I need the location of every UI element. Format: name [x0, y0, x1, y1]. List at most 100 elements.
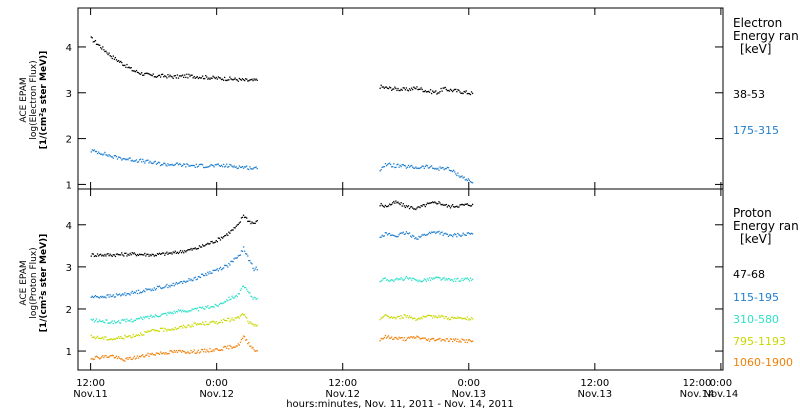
data-point [254, 297, 256, 299]
data-point [466, 203, 468, 205]
data-point [129, 67, 131, 69]
data-point [147, 315, 149, 317]
data-point [222, 318, 225, 321]
data-point [116, 253, 119, 255]
data-point [445, 88, 447, 91]
data-point [467, 204, 470, 206]
data-point [256, 297, 258, 300]
data-point [235, 317, 237, 320]
data-point [95, 295, 98, 298]
data-point [242, 167, 245, 169]
data-point [121, 337, 123, 339]
data-point [193, 308, 195, 310]
data-point [443, 317, 445, 320]
data-point [441, 314, 443, 317]
data-point [385, 279, 388, 281]
data-point [207, 305, 209, 307]
data-point [206, 274, 208, 276]
data-point [419, 88, 421, 91]
data-point [400, 232, 402, 234]
data-point [428, 202, 431, 204]
data-point [183, 76, 185, 79]
data-point [420, 281, 422, 283]
data-point [239, 78, 242, 81]
data-point [462, 279, 464, 282]
data-point [237, 343, 239, 345]
data-point [99, 152, 101, 155]
data-point [394, 279, 396, 281]
data-point [232, 296, 234, 299]
data-point [453, 234, 455, 236]
data-point [241, 337, 244, 340]
data-point [149, 353, 151, 355]
y-tick-label: 2 [66, 305, 72, 316]
data-point [416, 238, 418, 240]
data-point [447, 235, 450, 238]
data-point [448, 340, 451, 342]
data-point [380, 168, 382, 171]
series-175-315 [90, 149, 474, 184]
series-1060-1900 [90, 334, 474, 362]
data-point [192, 164, 194, 167]
data-point [448, 234, 451, 236]
data-point [209, 243, 211, 245]
data-point [106, 154, 108, 156]
data-point [169, 329, 171, 331]
data-point [196, 166, 199, 168]
data-point [125, 66, 127, 69]
data-point [426, 91, 429, 93]
data-point [205, 351, 207, 353]
data-point [412, 166, 414, 168]
data-point [143, 254, 145, 256]
data-point [183, 310, 185, 313]
data-point [170, 312, 172, 314]
data-point [171, 328, 173, 330]
data-point [172, 351, 174, 354]
data-point [440, 87, 442, 90]
data-point [470, 205, 473, 207]
data-point [393, 234, 395, 237]
data-point [135, 334, 138, 336]
data-point [226, 299, 228, 301]
data-point [413, 336, 415, 338]
data-point [255, 266, 257, 268]
data-point [99, 358, 101, 360]
data-point [456, 340, 458, 343]
data-point [409, 206, 412, 208]
data-point [437, 231, 439, 233]
data-point [250, 295, 252, 297]
data-point [379, 170, 381, 172]
data-point [224, 345, 226, 348]
data-point [210, 77, 212, 79]
data-point [239, 341, 242, 343]
data-point [464, 234, 466, 236]
data-point [216, 78, 218, 80]
data-point [429, 202, 432, 204]
data-point [97, 44, 100, 46]
data-point [417, 238, 419, 240]
data-point [381, 204, 383, 206]
data-point [430, 231, 433, 233]
data-point [233, 227, 235, 229]
data-point [429, 232, 432, 235]
data-point [138, 355, 141, 358]
data-point [126, 63, 128, 66]
data-point [234, 227, 236, 229]
data-point [172, 329, 174, 331]
data-point [131, 290, 133, 292]
data-point [446, 166, 449, 169]
data-point [185, 251, 187, 253]
data-point [92, 296, 95, 299]
data-point [206, 306, 208, 308]
data-point [208, 77, 210, 79]
data-point [437, 316, 439, 318]
data-point [112, 254, 114, 256]
data-point [419, 167, 421, 169]
data-point [137, 254, 140, 257]
data-point [169, 252, 171, 255]
data-point [451, 204, 454, 206]
data-point [181, 282, 184, 285]
data-point [226, 79, 228, 82]
data-point [237, 223, 239, 226]
data-point [106, 294, 108, 296]
